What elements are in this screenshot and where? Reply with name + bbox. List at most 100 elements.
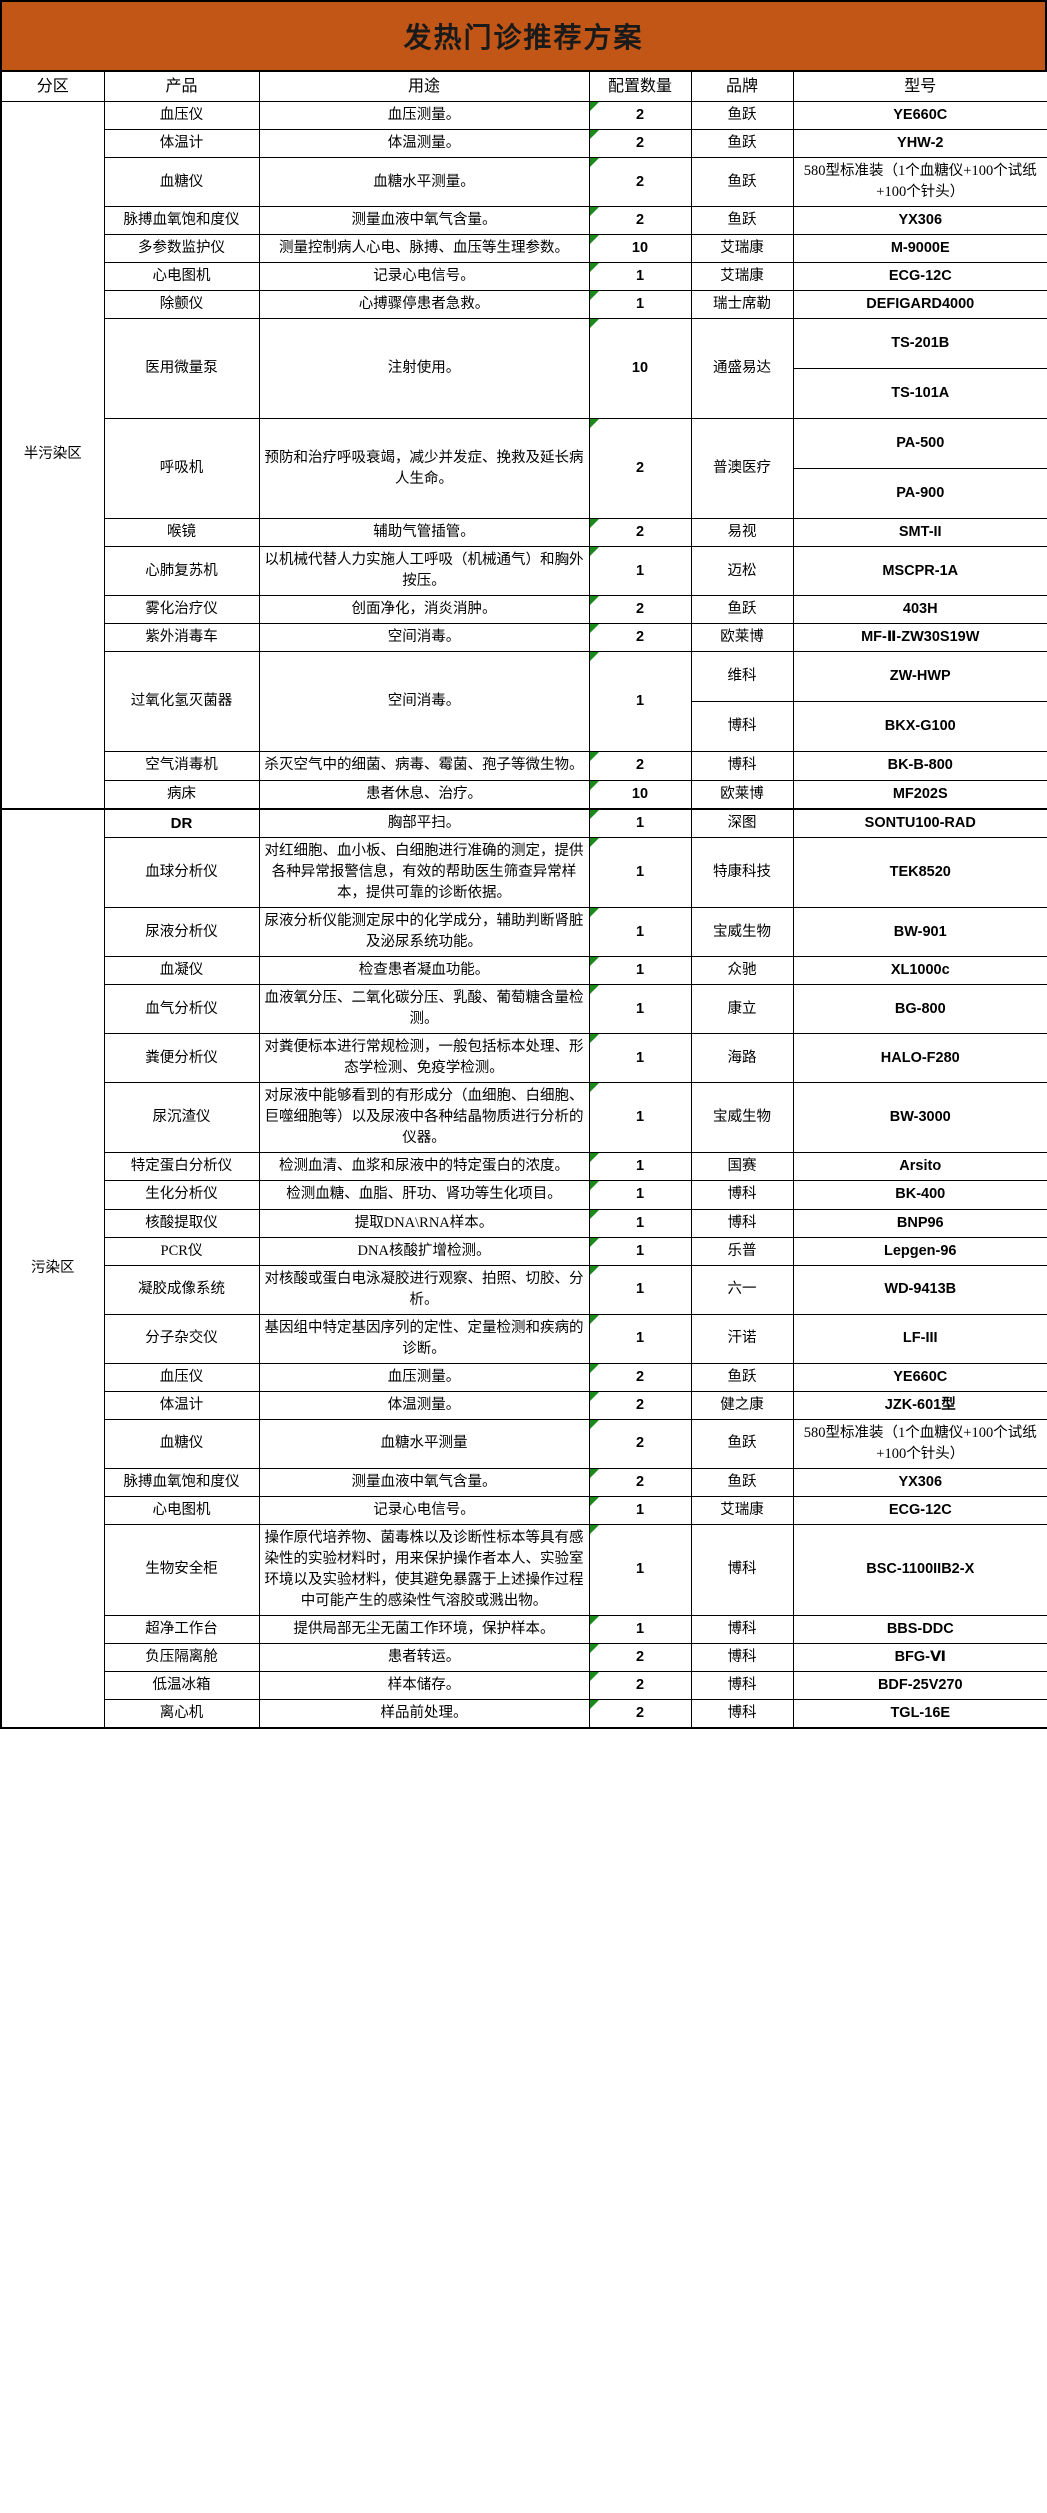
table-row: 脉搏血氧饱和度仪 测量血液中氧气含量。 2 鱼跃 YX306 [1,206,1047,236]
cell-quantity: 2 [588,157,692,208]
table-row: 血球分析仪 对红细胞、血小板、白细胞进行准确的测定，提供各种异常报警信息，有效的帮… [1,837,1047,909]
cell-zone: 半污染区 [0,101,105,810]
cell-quantity: 2 [588,1670,692,1700]
cell-quantity: 2 [588,595,692,625]
cell-model: 580型标准装（1个血糖仪+100个试纸+100个针头） [792,1418,1047,1469]
cell-model: BW-901 [792,907,1047,958]
table-row: 喉镜 辅助气管插管。 2 易视 SMT-II [1,518,1047,548]
comment-marker-icon [589,1034,599,1044]
column-header-model: 型号 [792,70,1047,103]
cell-brand: 汗诺 [690,1313,794,1364]
cell-brand: 鱼跃 [690,129,794,159]
cell-use: 检测血糖、血脂、肝功、肾功等生化项目。 [258,1180,590,1210]
cell-use: 对粪便标本进行常规检测，一般包括标本处理、形态学检测、免疫学检测。 [258,1033,590,1084]
cell-use: 基因组中特定基因序列的定性、定量检测和疾病的诊断。 [258,1313,590,1364]
quantity-value: 1 [635,1214,645,1231]
cell-model: ECG-12C [792,1495,1047,1525]
model-subvalue: PA-500 [896,435,945,452]
cell-use: 心搏骤停患者急救。 [258,290,590,320]
table-row: 血糖仪 血糖水平测量。 2 鱼跃 580型标准装（1个血糖仪+100个试纸+100个针头… [1,157,1047,208]
page-title: 发热门诊推荐方案 [403,23,644,54]
comment-marker-icon [589,985,599,995]
cell-product: 医用微量泵 [103,318,260,420]
cell-product: 粪便分析仪 [103,1033,260,1084]
comment-marker-icon [589,809,599,819]
cell-product: 负压隔离舱 [103,1642,260,1672]
quantity-value: 1 [635,814,645,831]
cell-brand: 乐普 [690,1236,794,1266]
cell-model: BW-3000 [792,1082,1047,1154]
cell-use: 杀灭空气中的细菌、病毒、霉菌、孢子等微生物。 [258,751,590,781]
cell-quantity: 2 [588,1418,692,1469]
cell-product: PCR仪 [103,1236,260,1266]
comment-marker-icon [589,207,599,217]
cell-product: 生化分析仪 [103,1180,260,1210]
comment-marker-icon [589,1209,599,1219]
cell-product: 心电图机 [103,1495,260,1525]
cell-quantity: 2 [588,1390,692,1420]
table-row: 脉搏血氧饱和度仪 测量血液中氧气含量。 2 鱼跃 YX306 [1,1467,1047,1497]
cell-brand: 鱼跃 [690,206,794,236]
cell-use: 辅助气管插管。 [258,518,590,548]
table-row: 离心机 样品前处理。 2 博科 TGL-16E [1,1698,1047,1729]
cell-quantity: 1 [588,1523,692,1616]
cell-quantity: 2 [588,751,692,781]
quantity-value: 1 [635,296,645,313]
cell-brand: 维科 博科 [690,651,794,753]
quantity-value: 2 [635,1704,645,1721]
comment-marker-icon [589,1496,599,1506]
cell-product: DR [103,807,260,839]
cell-product: 空气消毒机 [103,751,260,781]
cell-brand: 鱼跃 [690,1418,794,1469]
cell-model: XL1000c [792,956,1047,986]
quantity-value: 1 [635,693,645,710]
cell-brand: 通盛易达 [690,318,794,420]
table-row: 特定蛋白分析仪 检测血清、血浆和尿液中的特定蛋白的浓度。 1 国赛 Arsito [1,1152,1047,1182]
model-subvalue: ZW-HWP [889,668,951,685]
cell-quantity: 10 [588,234,692,264]
cell-quantity: 1 [588,907,692,958]
comment-marker-icon [589,263,599,273]
cell-brand: 瑞士席勒 [690,290,794,320]
cell-brand: 博科 [690,1670,794,1700]
quantity-value: 1 [635,268,645,285]
comment-marker-icon [589,652,599,662]
quantity-value: 2 [635,173,645,190]
column-header-brand: 品牌 [690,70,794,103]
spreadsheet-sheet: 发热门诊推荐方案 分区 产品 用途 配置数量 品牌 型号 半污染区 血压仪 血压测量… [0,0,1047,1729]
cell-use: 测量血液中氧气含量。 [258,206,590,236]
cell-quantity: 1 [588,1495,692,1525]
cell-product: 心肺复苏机 [103,546,260,597]
table-row: 除颤仪 心搏骤停患者急救。 1 瑞士席勒 DEFIGARD4000 [1,290,1047,320]
model-subvalue: TS-101A [793,368,1047,418]
quantity-value: 2 [635,460,645,477]
table-row: 心电图机 记录心电信号。 1 艾瑞康 ECG-12C [1,1495,1047,1525]
cell-product: 特定蛋白分析仪 [103,1152,260,1182]
cell-product: 雾化治疗仪 [103,595,260,625]
quantity-value: 2 [635,212,645,229]
quantity-value: 1 [635,1158,645,1175]
cell-brand: 普澳医疗 [690,418,794,520]
cell-quantity: 1 [588,1236,692,1266]
model-subvalue: PA-900 [793,468,1047,518]
comment-marker-icon [589,419,599,429]
quantity-value: 10 [631,785,649,802]
cell-model: YE660C [792,101,1047,131]
table-row: 低温冰箱 样本储存。 2 博科 BDF-25V270 [1,1670,1047,1700]
cell-model: YE660C [792,1362,1047,1392]
table-row: 尿沉渣仪 对尿液中能够看到的有形成分（血细胞、白细胞、巨噬细胞等）以及尿液中各种结… [1,1082,1047,1154]
quantity-value: 1 [635,1000,645,1017]
cell-product: 核酸提取仪 [103,1208,260,1238]
quantity-value: 1 [635,1186,645,1203]
title-banner: 发热门诊推荐方案 [0,0,1047,70]
comment-marker-icon [589,1699,599,1709]
cell-use: 样本储存。 [258,1670,590,1700]
cell-use: 患者休息、治疗。 [258,779,590,810]
quantity-value: 1 [635,962,645,979]
table-row: 体温计 体温测量。 2 鱼跃 YHW-2 [1,129,1047,159]
cell-use: 患者转运。 [258,1642,590,1672]
quantity-value: 1 [635,1561,645,1578]
quantity-value: 1 [635,1501,645,1518]
cell-brand: 康立 [690,984,794,1035]
cell-use: 血液氧分压、二氧化碳分压、乳酸、葡萄糖含量检测。 [258,984,590,1035]
